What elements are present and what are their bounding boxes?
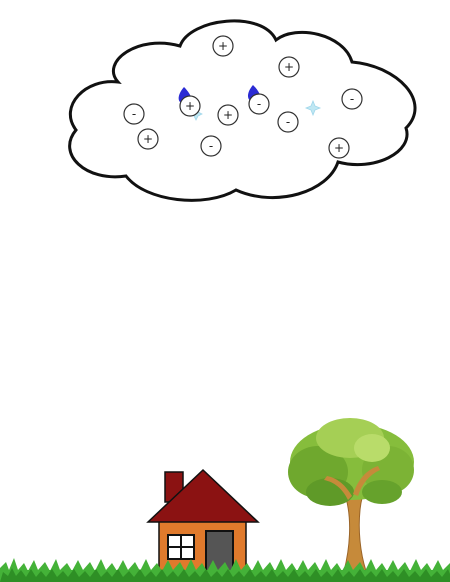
house: [146, 468, 260, 576]
ice-crystal-icon: [304, 99, 322, 117]
charge-plus-icon: +: [217, 104, 239, 126]
storm-cloud: [68, 19, 417, 202]
charge-sign: -: [257, 97, 261, 111]
tree-branch: [324, 476, 352, 500]
charge-sign: -: [209, 139, 213, 153]
charge-plus-icon: +: [137, 128, 159, 150]
house-window: [167, 534, 195, 560]
cloud-outline: [68, 19, 417, 202]
grass: [0, 558, 450, 582]
house-roof: [146, 468, 260, 523]
charge-sign: +: [143, 132, 153, 146]
charge-plus-icon: +: [278, 56, 300, 78]
charge-sign: +: [223, 108, 233, 122]
charge-minus-icon: -: [200, 135, 222, 157]
charge-minus-icon: -: [277, 111, 299, 133]
charge-sign: -: [350, 92, 354, 106]
charge-minus-icon: -: [341, 88, 363, 110]
tree: [288, 418, 414, 572]
charge-plus-icon: +: [212, 35, 234, 57]
tree-branch: [353, 466, 380, 496]
charge-plus-icon: +: [179, 95, 201, 117]
charge-sign: +: [334, 141, 344, 155]
charge-sign: +: [185, 99, 195, 113]
charge-plus-icon: +: [328, 137, 350, 159]
grass-blades-dark: [0, 568, 450, 582]
charge-sign: -: [132, 107, 136, 121]
charge-sign: +: [284, 60, 294, 74]
charge-minus-icon: -: [248, 93, 270, 115]
electric-charges: + + - + + - - -: [123, 35, 363, 159]
charge-sign: -: [286, 115, 290, 129]
charge-minus-icon: -: [123, 103, 145, 125]
tree-foliage: [288, 418, 414, 506]
charge-sign: +: [218, 39, 228, 53]
